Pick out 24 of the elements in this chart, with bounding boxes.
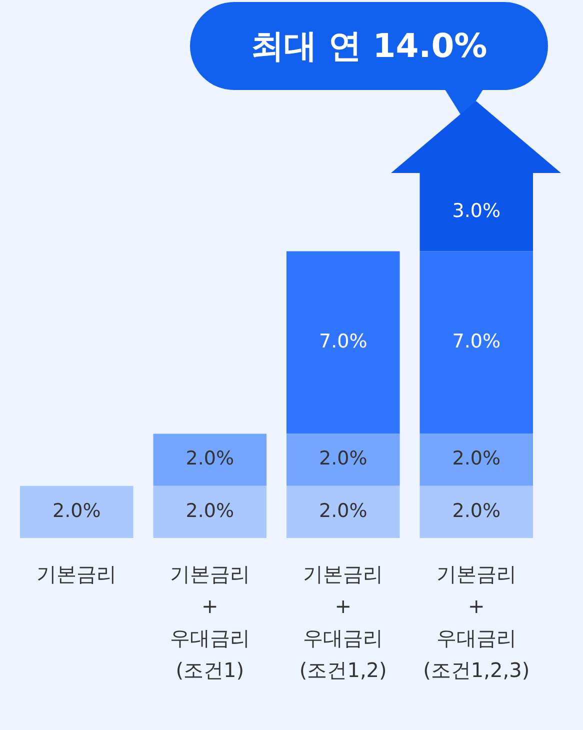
data-label: 2.0% [452, 500, 501, 522]
bar [153, 486, 267, 538]
data-label: 7.0% [318, 330, 368, 352]
bar [153, 434, 267, 486]
x-tick-label: 기본금리 + 우대금리 (조건1,2,3) [423, 562, 530, 682]
data-label: 2.0% [186, 500, 234, 522]
data-label: 2.0% [52, 500, 101, 522]
bar [286, 251, 400, 434]
bar [420, 486, 534, 538]
data-label: 7.0% [452, 330, 501, 352]
data-label: 2.0% [186, 448, 234, 470]
data-label: 3.0% [452, 200, 501, 222]
chart-title: 최대 연 14.0% [190, 2, 548, 90]
data-label: 2.0% [318, 448, 368, 470]
bar [286, 434, 400, 486]
x-tick-label: 기본금리 + 우대금리 (조건1,2) [299, 562, 387, 682]
bar [20, 486, 134, 538]
bar [420, 251, 534, 434]
data-label: 2.0% [452, 448, 501, 470]
x-tick-label: 기본금리 [36, 562, 117, 586]
x-tick-label: 기본금리 + 우대금리 (조건1) [170, 562, 250, 682]
bar [286, 486, 400, 538]
data-label: 2.0% [318, 500, 368, 522]
bar [420, 434, 534, 486]
